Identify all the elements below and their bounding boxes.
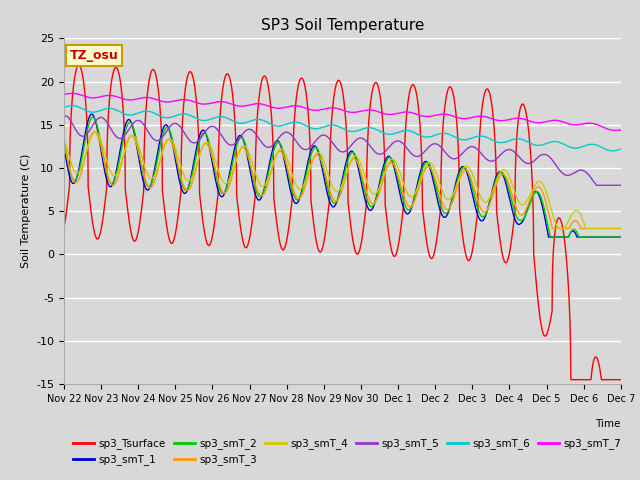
- Text: TZ_osu: TZ_osu: [70, 49, 118, 62]
- Text: Time: Time: [595, 419, 621, 429]
- Title: SP3 Soil Temperature: SP3 Soil Temperature: [260, 18, 424, 33]
- Legend: sp3_Tsurface, sp3_smT_1, sp3_smT_2, sp3_smT_3, sp3_smT_4, sp3_smT_5, sp3_smT_6, : sp3_Tsurface, sp3_smT_1, sp3_smT_2, sp3_…: [69, 434, 625, 469]
- Y-axis label: Soil Temperature (C): Soil Temperature (C): [20, 154, 31, 268]
